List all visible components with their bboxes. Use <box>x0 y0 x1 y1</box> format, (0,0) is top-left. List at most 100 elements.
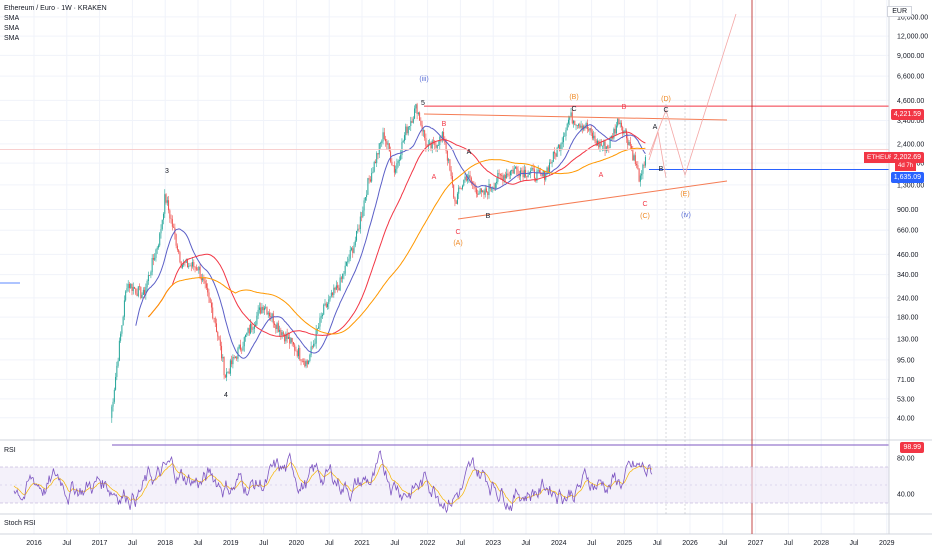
candle-body <box>464 176 466 180</box>
candle-body <box>557 145 559 148</box>
candle-body <box>446 150 448 161</box>
candle-body <box>265 307 267 308</box>
candle-body <box>511 169 513 172</box>
candle-body <box>420 120 422 125</box>
candle-body <box>217 331 219 337</box>
rsi-label: RSI <box>4 447 16 454</box>
candle-body <box>200 278 202 281</box>
candle-body <box>430 142 432 149</box>
candle-body <box>233 356 235 358</box>
candle-body <box>257 309 259 316</box>
candle-body <box>431 140 433 149</box>
candle-body <box>604 141 606 151</box>
candle-body <box>544 171 546 180</box>
indicator-legend[interactable]: SMA SMA SMA <box>4 14 19 44</box>
candle-body <box>521 170 523 172</box>
time-tick-label: 2017 <box>92 540 108 547</box>
sma-legend-1[interactable]: SMA <box>4 15 20 22</box>
time-tick-label: 2029 <box>879 540 895 547</box>
candle-body <box>432 140 434 142</box>
candle-body <box>477 193 479 195</box>
candle-body <box>154 257 156 260</box>
candle-body <box>261 306 263 314</box>
rsi-tick-label: 80.00 <box>897 456 915 463</box>
sma-legend-3[interactable]: SMA <box>4 35 20 42</box>
last-price-badge: 2,202.69 <box>890 152 924 163</box>
price-tick-label: 12,000.00 <box>897 34 928 41</box>
candle-body <box>503 175 505 181</box>
candle-body <box>228 371 230 374</box>
candle-body <box>407 126 409 134</box>
candle-body <box>617 118 619 126</box>
candle-body <box>450 170 452 177</box>
candle-body <box>397 160 399 164</box>
candle-body <box>209 297 211 303</box>
candle-body <box>169 210 171 219</box>
candle-body <box>550 162 552 164</box>
candle-body <box>468 175 470 179</box>
sma-legend-2[interactable]: SMA <box>4 25 20 32</box>
candle-body <box>299 348 301 360</box>
candle-body <box>239 344 241 350</box>
candle-body <box>528 173 530 175</box>
candle-body <box>315 330 317 344</box>
candle-body <box>469 175 471 178</box>
candle-body <box>117 360 119 366</box>
candle-body <box>252 328 254 330</box>
candle-body <box>368 178 370 180</box>
candle-body <box>258 307 260 310</box>
candle-body <box>188 265 190 268</box>
candle-body <box>463 179 465 186</box>
candle-body <box>285 333 287 342</box>
candle-body <box>199 266 201 279</box>
candle-body <box>448 159 450 161</box>
candle-body <box>335 285 337 290</box>
candle-body <box>421 124 423 132</box>
candle-body <box>190 265 192 267</box>
wave-label-iii: (iii) <box>419 76 428 83</box>
candle-body <box>115 376 117 390</box>
candle-body <box>173 226 175 228</box>
candle-body <box>295 350 297 352</box>
candle-body <box>554 151 556 154</box>
candle-body <box>146 281 148 288</box>
candle-body <box>280 329 282 336</box>
candle-body <box>160 229 162 234</box>
candle-body <box>328 299 330 304</box>
candle-body <box>126 288 128 292</box>
candle-body <box>222 356 224 359</box>
wave-label-b-red-2: B <box>622 104 627 111</box>
currency-button[interactable]: EUR <box>887 6 912 17</box>
candle-body <box>168 200 170 211</box>
wave-label-a-red-2: A <box>599 172 604 179</box>
candle-body <box>362 210 364 217</box>
candle-body <box>314 343 316 345</box>
candle-body <box>159 233 161 246</box>
wave-label-3: 3 <box>165 168 169 175</box>
price-scale: 16,000.00 12,000.00 9,000.00 6,600.00 4,600.… <box>888 0 928 534</box>
candle-body <box>527 174 529 178</box>
candle-body <box>213 317 215 319</box>
candle-body <box>402 140 404 143</box>
candle-body <box>499 173 501 176</box>
wave-label-c-black-2: C <box>663 107 668 114</box>
candle-body <box>198 266 200 271</box>
time-tick-label: 2025 <box>617 540 633 547</box>
candle-body <box>392 165 394 166</box>
candle-body <box>354 240 356 246</box>
candle-body <box>253 326 255 329</box>
candle-body <box>441 131 443 138</box>
candle-body <box>262 306 264 311</box>
candle-body <box>298 348 300 357</box>
candle-body <box>142 289 144 295</box>
candle-body <box>532 167 534 170</box>
candle-body <box>308 360 310 365</box>
candle-body <box>212 307 214 318</box>
candle-body <box>208 292 210 298</box>
rsi-tick-label: 40.00 <box>897 492 915 499</box>
candle-body <box>513 168 515 174</box>
candle-body <box>260 307 262 314</box>
candle-body <box>377 153 379 155</box>
candle-body <box>242 346 244 351</box>
